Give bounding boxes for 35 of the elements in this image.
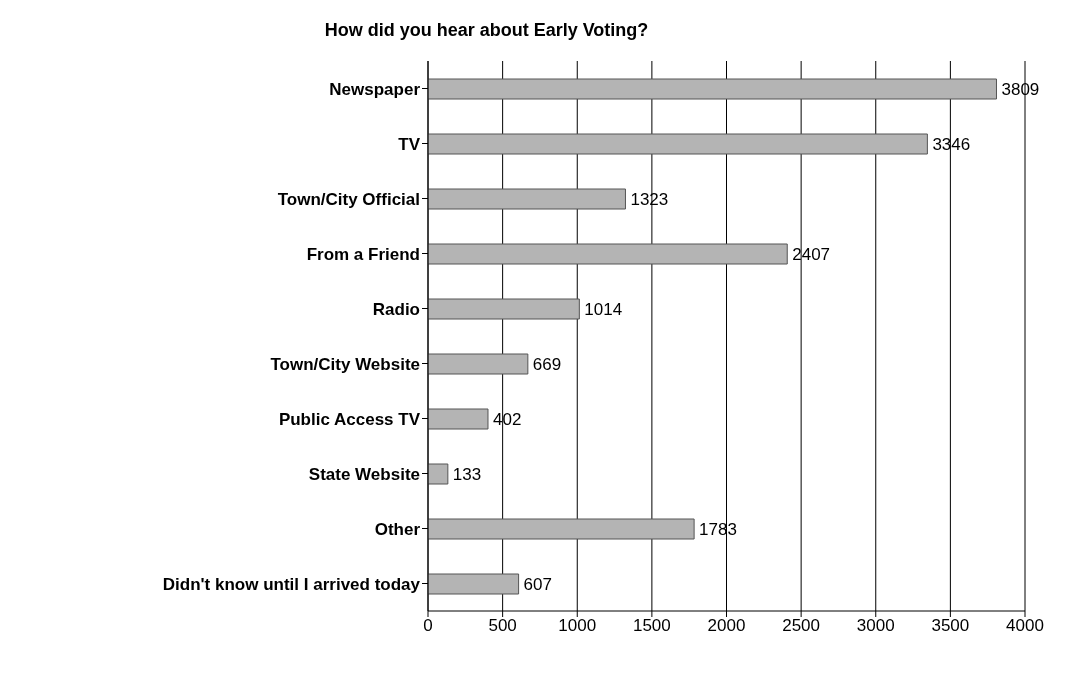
x-tick-label: 3500 — [931, 616, 970, 636]
bar — [428, 408, 489, 430]
bar — [428, 243, 788, 265]
bar — [428, 463, 449, 485]
bar — [428, 133, 928, 155]
x-tick-label: 2500 — [782, 616, 821, 636]
data-label: 3809 — [1001, 80, 1040, 100]
data-label: 607 — [523, 575, 552, 595]
x-tick-label: 2000 — [707, 616, 746, 636]
bar — [428, 78, 997, 100]
y-tick-label: State Website — [308, 464, 420, 484]
y-tick-label: Newspaper — [329, 79, 421, 99]
bar — [428, 353, 529, 375]
y-tick-label: TV — [398, 134, 421, 154]
y-tick-label: Didn't know until I arrived today — [162, 574, 421, 594]
y-tick-label: From a Friend — [306, 244, 420, 264]
y-tick-label: Other — [374, 519, 421, 539]
bar — [428, 298, 580, 320]
x-tick-label: 3000 — [856, 616, 895, 636]
x-tick-label: 1500 — [632, 616, 671, 636]
bar — [428, 188, 626, 210]
bar — [428, 573, 520, 595]
data-label: 1014 — [584, 300, 623, 320]
bar — [428, 518, 695, 540]
y-tick-label: Radio — [372, 299, 420, 319]
x-tick-label: 4000 — [1006, 616, 1044, 636]
y-tick-label: Town/City Official — [277, 189, 420, 209]
x-tick-label: 1000 — [558, 616, 597, 636]
data-label: 669 — [532, 355, 562, 375]
x-tick-label: 0 — [423, 616, 433, 636]
chart-title: How did you hear about Early Voting? — [323, 20, 650, 41]
y-tick-label: Public Access TV — [278, 409, 421, 429]
x-tick-label: 500 — [488, 616, 517, 636]
y-tick-label: Town/City Website — [270, 354, 420, 374]
data-label: 133 — [452, 465, 482, 485]
